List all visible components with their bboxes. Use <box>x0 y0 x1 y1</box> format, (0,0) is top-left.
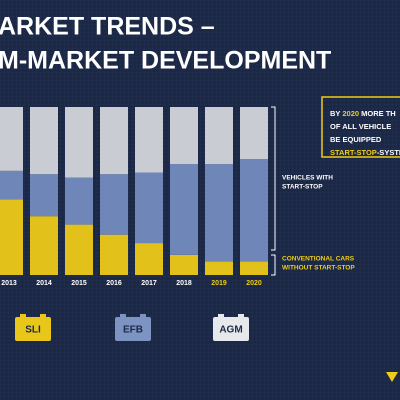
callout-box <box>321 96 400 158</box>
battery-icon <box>213 317 249 341</box>
bar-segment <box>135 243 163 275</box>
callout-text: BY 2020 MORE TH <box>330 109 396 118</box>
battery-label: SLI <box>25 325 41 336</box>
bar-segment <box>170 164 198 255</box>
bar-segment <box>240 107 268 160</box>
bar-segment <box>100 107 128 175</box>
x-tick-label: 2020 <box>246 280 262 287</box>
bar-segment <box>0 107 23 171</box>
bar-segment <box>30 216 58 275</box>
x-tick-label: 2017 <box>141 280 157 287</box>
bar-segment <box>240 159 268 262</box>
bar-segment <box>205 107 233 165</box>
battery-terminal <box>140 314 146 318</box>
bracket <box>271 106 276 276</box>
callout-text: START-STOP-SYSTEM <box>330 148 400 157</box>
chart-title: M-MARKET DEVELOPMENT <box>0 47 331 75</box>
battery-terminal <box>120 314 126 318</box>
bar-segment <box>65 107 93 178</box>
callout-segment: OF ALL VEHICLE <box>330 122 391 131</box>
annotation: VEHICLES WITH <box>282 175 333 182</box>
bar-segment <box>100 234 128 275</box>
battery-label: AGM <box>219 325 242 336</box>
x-tick-label: 2016 <box>106 280 122 287</box>
bar-segment <box>205 164 233 262</box>
chart-title: ARKET TRENDS – <box>0 13 215 41</box>
bar-segment <box>240 261 268 275</box>
battery-terminal <box>40 314 46 318</box>
bar-segment <box>65 177 93 225</box>
bar-segment <box>135 107 163 173</box>
x-tick-label: 2014 <box>36 280 52 287</box>
bar-segment <box>170 254 198 275</box>
callout-text: BE EQUIPPED <box>330 135 382 144</box>
callout-segment: -SYSTEM <box>377 148 400 157</box>
battery-icon <box>15 317 51 341</box>
logo <box>386 372 398 382</box>
annotation: START-STOP <box>282 184 323 191</box>
callout-segment: 2020 <box>342 109 359 118</box>
bar-segment <box>0 170 23 200</box>
callout-text: OF ALL VEHICLE <box>330 122 391 131</box>
bar-segment <box>30 107 58 175</box>
x-tick-label: 2018 <box>176 280 192 287</box>
callout-segment: START-STOP <box>330 148 377 157</box>
bar-segment <box>170 107 198 165</box>
bar-segment <box>30 174 58 217</box>
callout-segment: MORE TH <box>359 109 396 118</box>
annotation: WITHOUT START-STOP <box>282 265 355 272</box>
bar-segment <box>100 174 128 235</box>
battery-icon <box>115 317 151 341</box>
callout-segment: BE EQUIPPED <box>330 135 382 144</box>
x-tick-label: 2013 <box>1 280 17 287</box>
callout-segment: BY <box>330 109 342 118</box>
annotation: CONVENTIONAL CARS <box>282 256 355 263</box>
x-tick-label: 2015 <box>71 280 87 287</box>
battery-terminal <box>218 314 224 318</box>
bar-segment <box>0 199 23 275</box>
bar-segment <box>135 172 163 244</box>
battery-terminal <box>238 314 244 318</box>
bar-segment <box>65 224 93 275</box>
bar-segment <box>205 261 233 275</box>
battery-label: EFB <box>123 325 143 336</box>
x-tick-label: 2019 <box>211 280 227 287</box>
battery-terminal <box>20 314 26 318</box>
